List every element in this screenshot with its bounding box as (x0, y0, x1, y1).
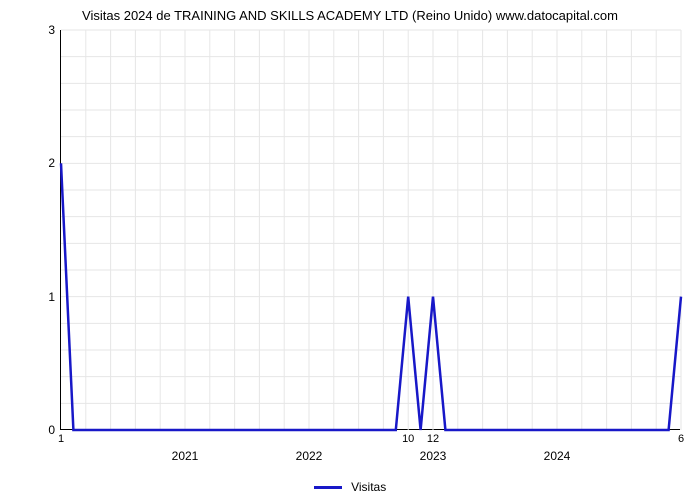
visits-chart: Visitas 2024 de TRAINING AND SKILLS ACAD… (0, 0, 700, 500)
x-tick-year: 2023 (420, 429, 447, 463)
x-tick-year: 2024 (544, 429, 571, 463)
x-tick-year: 2022 (296, 429, 323, 463)
x-tick-year: 2021 (172, 429, 199, 463)
grid-vertical (86, 30, 681, 430)
y-tick-label: 1 (48, 290, 61, 304)
x-tick-label: 10 (402, 429, 414, 445)
plot-svg (61, 30, 681, 430)
chart-title: Visitas 2024 de TRAINING AND SKILLS ACAD… (0, 8, 700, 23)
plot-area: 01231202120221012202320246 (60, 30, 680, 430)
y-tick-label: 3 (48, 23, 61, 37)
x-tick-label: 6 (678, 429, 684, 445)
y-tick-label: 2 (48, 156, 61, 170)
legend-swatch (314, 486, 342, 489)
grid-horizontal (61, 30, 681, 403)
legend: Visitas (0, 479, 700, 494)
legend-label: Visitas (351, 480, 386, 494)
x-tick-label: 1 (58, 429, 64, 445)
